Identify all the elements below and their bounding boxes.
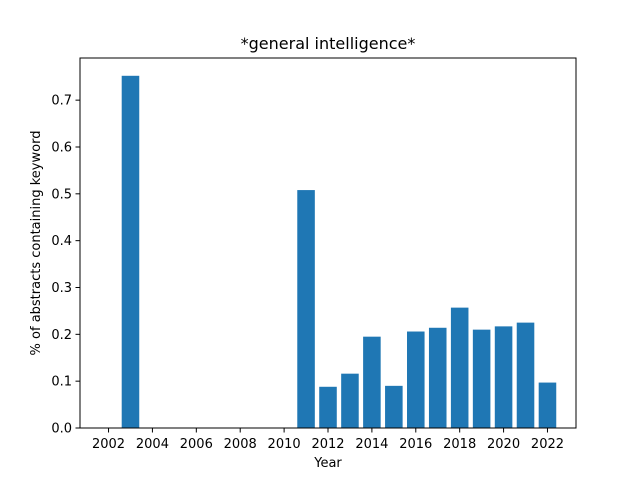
x-tick-label: 2014 — [355, 437, 388, 452]
y-tick-label: 0.4 — [51, 234, 72, 249]
bars-group — [121, 75, 557, 428]
bar-2012 — [319, 386, 337, 428]
y-tick-label: 0.5 — [51, 187, 72, 202]
bar-2021 — [516, 322, 535, 428]
x-tick-label: 2010 — [268, 437, 301, 452]
bar-2013 — [341, 373, 359, 428]
y-tick-label: 0.1 — [51, 375, 72, 390]
x-axis-ticks: 2002 2004 2006 2008 2010 2012 2014 2016 2018 2020… — [92, 428, 564, 452]
bar-2003 — [121, 75, 140, 428]
bar-2014 — [363, 336, 381, 428]
y-tick-label: 0.0 — [51, 422, 72, 437]
x-tick-label: 2020 — [487, 437, 520, 452]
plot-frame — [79, 57, 577, 429]
y-tick-label: 0.3 — [51, 281, 72, 296]
bar-2018 — [450, 307, 469, 428]
bar-2020 — [494, 326, 513, 428]
bar-2015 — [385, 385, 403, 428]
x-tick-label: 2006 — [180, 437, 213, 452]
y-tick-label: 0.2 — [51, 328, 72, 343]
x-axis-label: Year — [313, 456, 342, 471]
y-tick-label: 0.7 — [51, 94, 72, 109]
y-tick-label: 0.6 — [51, 140, 72, 155]
bar-2019 — [472, 329, 491, 428]
x-tick-label: 2016 — [399, 437, 432, 452]
bar-2011 — [297, 190, 315, 428]
bar-2017 — [428, 327, 447, 428]
x-tick-label: 2008 — [224, 437, 257, 452]
x-tick-label: 2022 — [531, 437, 564, 452]
x-tick-label: 2012 — [311, 437, 344, 452]
bar-2022 — [538, 382, 557, 428]
bar-2016 — [407, 331, 425, 428]
y-axis-ticks: 0.0 0.1 0.2 0.3 0.4 0.5 0.6 0.7 — [51, 94, 80, 437]
x-tick-label: 2018 — [443, 437, 476, 452]
x-tick-label: 2004 — [136, 437, 169, 452]
x-tick-label: 2002 — [92, 437, 125, 452]
y-axis-label: % of abstracts containing keyword — [29, 131, 44, 356]
chart-title: *general intelligence* — [241, 34, 416, 53]
